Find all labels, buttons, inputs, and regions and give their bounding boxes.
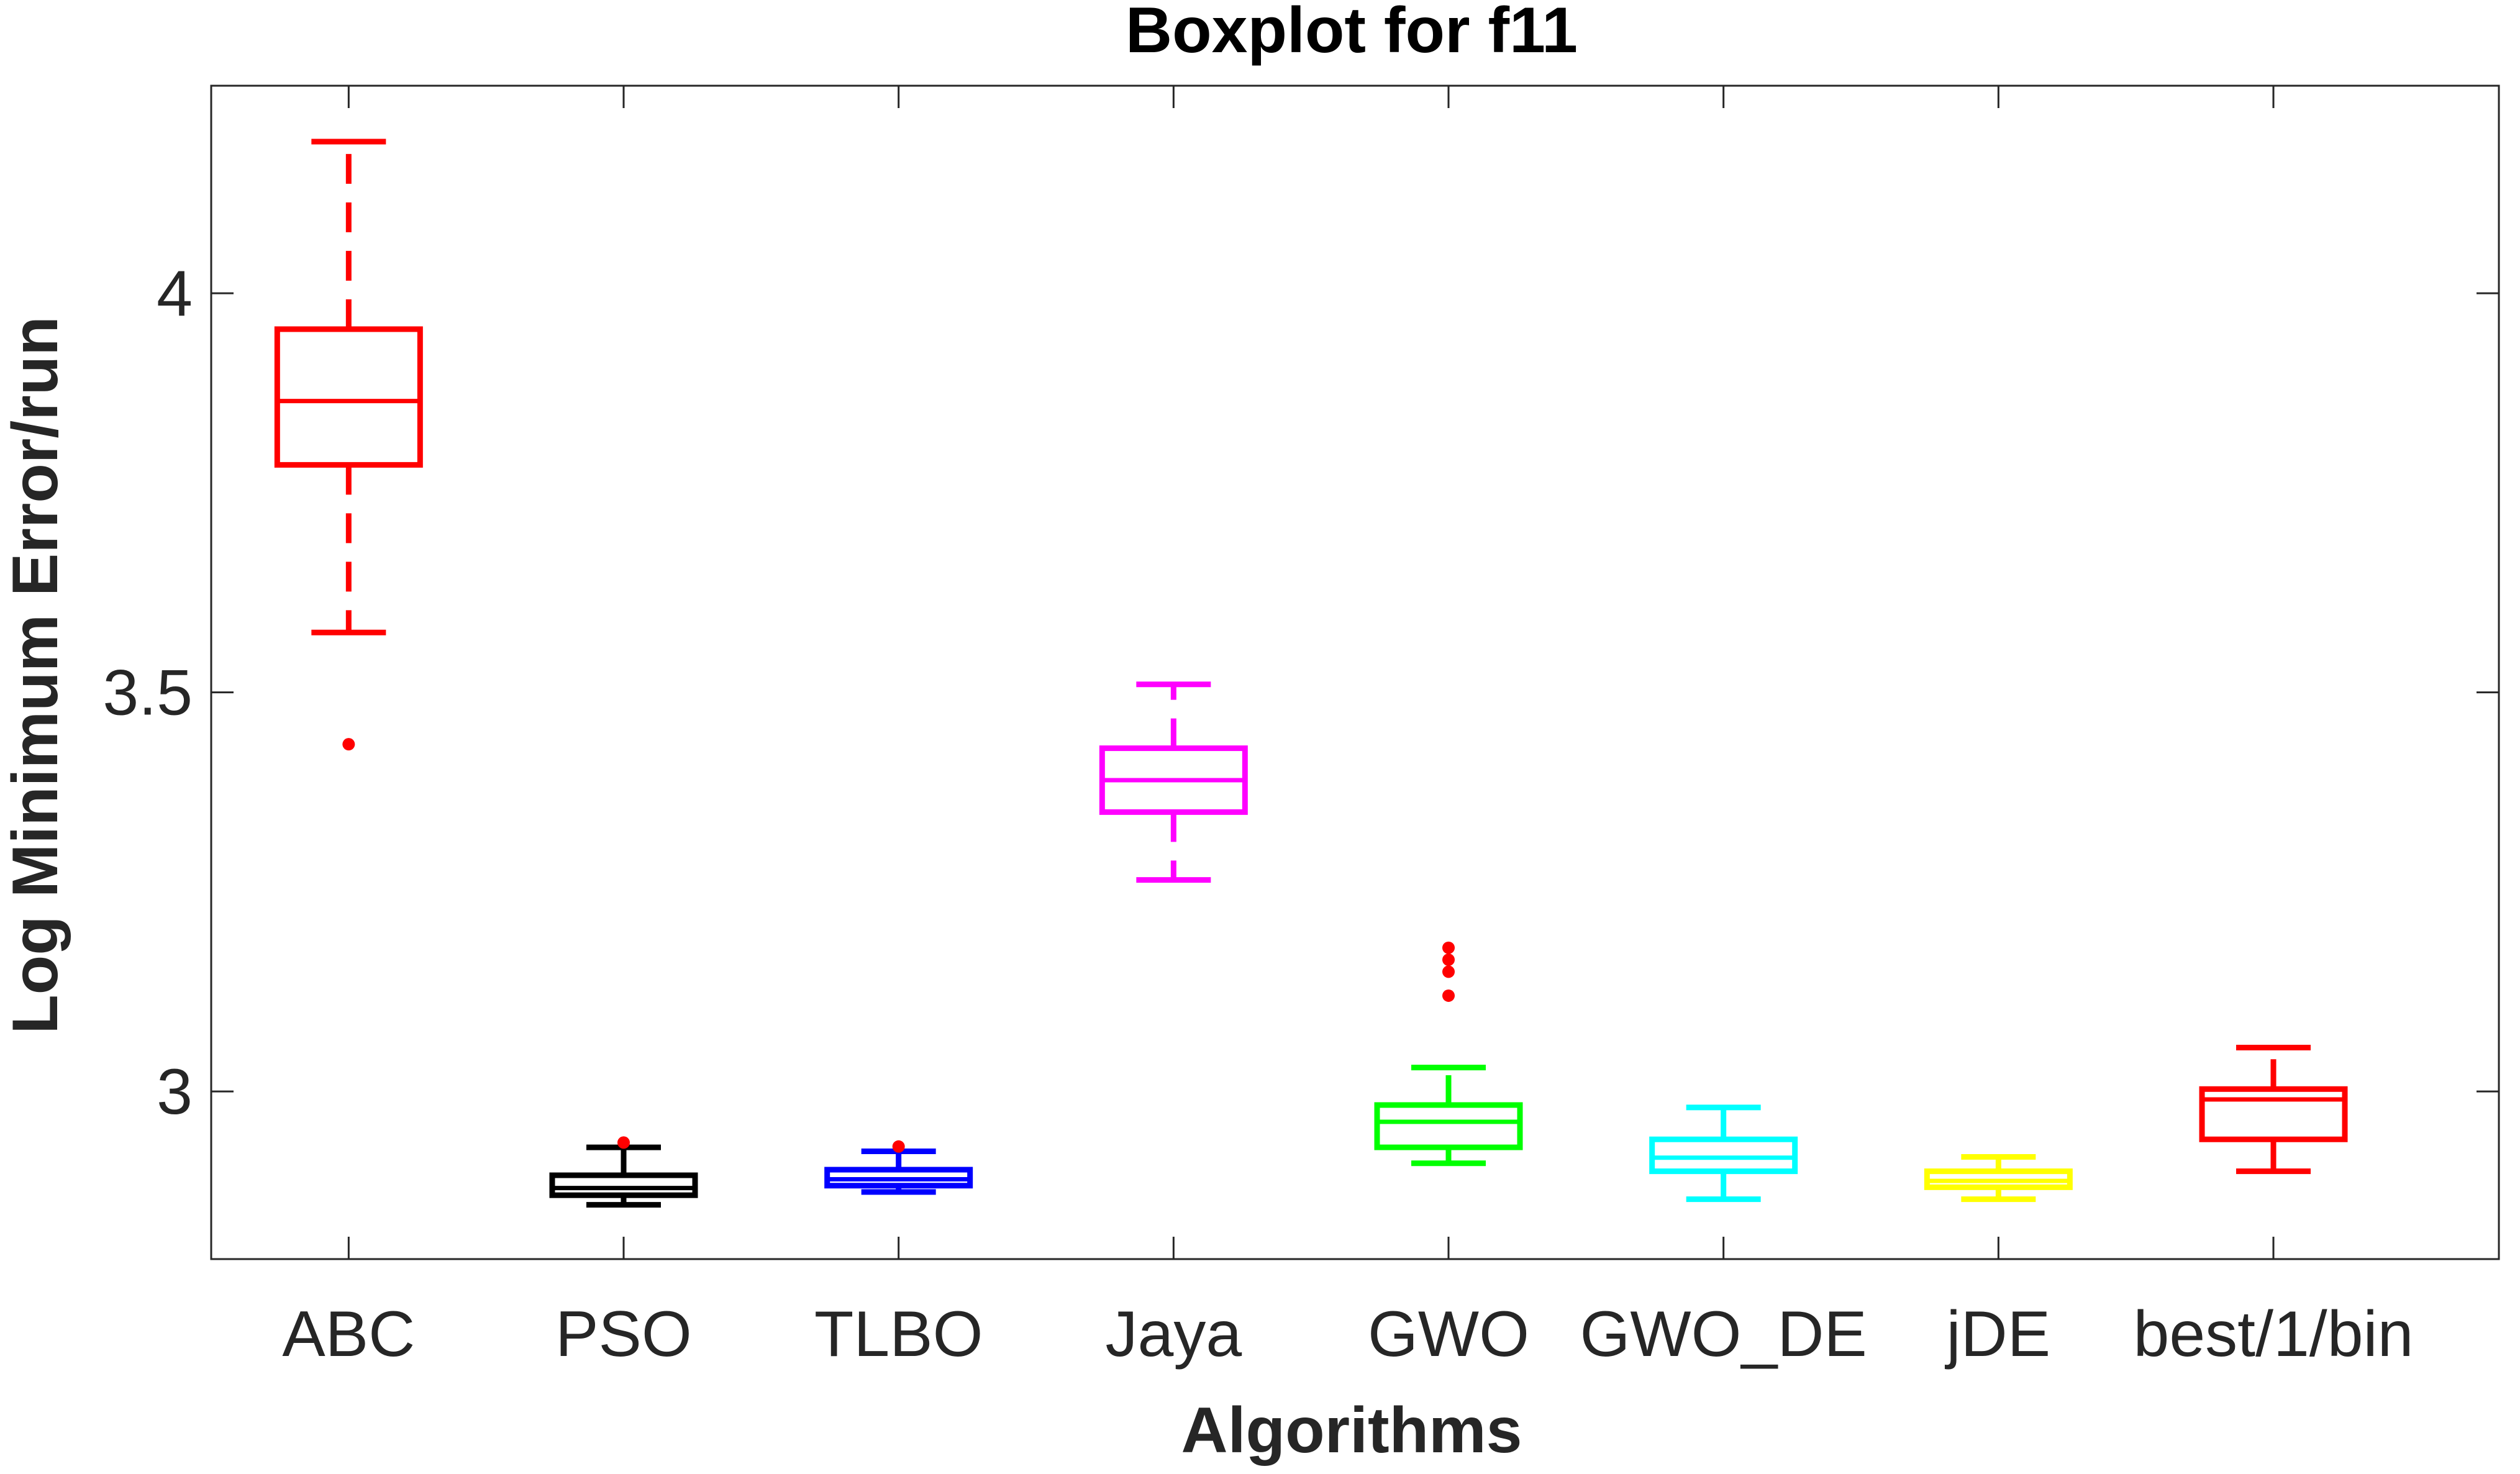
box-body <box>1374 1102 1523 1150</box>
plot-area <box>210 84 2500 1260</box>
outlier-point <box>342 738 355 751</box>
y-tick-label: 3 <box>157 1056 193 1128</box>
x-tick-label: TLBO <box>814 1298 983 1370</box>
plot-border <box>210 84 2500 1260</box>
box-jaya <box>1099 681 1248 883</box>
x-tick-label: ABC <box>282 1298 415 1370</box>
outlier-point <box>892 1140 905 1153</box>
x-tick-label: jDE <box>1945 1298 2051 1370</box>
box-body <box>274 326 423 468</box>
box-pso <box>549 1136 698 1208</box>
box-tlbo <box>824 1140 973 1195</box>
chart-title: Boxplot for f11 <box>1126 0 1578 66</box>
x-axis: ABC PSO TLBO Jaya GWO GWO_DE jDE best/1/bin <box>282 86 2414 1370</box>
y-tick-label: 4 <box>157 258 193 330</box>
box-gwo <box>1374 941 1523 1167</box>
box-body <box>549 1172 698 1198</box>
box-body <box>2199 1086 2348 1142</box>
outlier-point <box>1442 989 1455 1002</box>
y-tick-label: 3.5 <box>102 657 193 729</box>
outlier-point <box>1442 965 1455 978</box>
outlier-point <box>617 1136 630 1149</box>
y-axis-label: Log Minimum Error/run <box>0 316 71 1034</box>
y-axis: 33.54 <box>102 258 2499 1128</box>
box-body <box>1649 1136 1798 1175</box>
x-tick-label: PSO <box>555 1298 692 1370</box>
outlier-point <box>1442 941 1455 954</box>
box-jde <box>1924 1154 2073 1203</box>
boxes <box>274 139 2348 1208</box>
box-gwo-de <box>1649 1104 1798 1203</box>
outlier-point <box>1442 953 1455 967</box>
box-best-1-bin <box>2199 1044 2348 1175</box>
x-tick-label: GWO_DE <box>1580 1298 1867 1370</box>
x-tick-label: Jaya <box>1105 1298 1242 1370</box>
box-abc <box>274 139 423 751</box>
x-axis-label: Algorithms <box>1181 1394 1522 1467</box>
x-tick-label: GWO <box>1368 1298 1529 1370</box>
x-tick-label: best/1/bin <box>2134 1298 2414 1370</box>
